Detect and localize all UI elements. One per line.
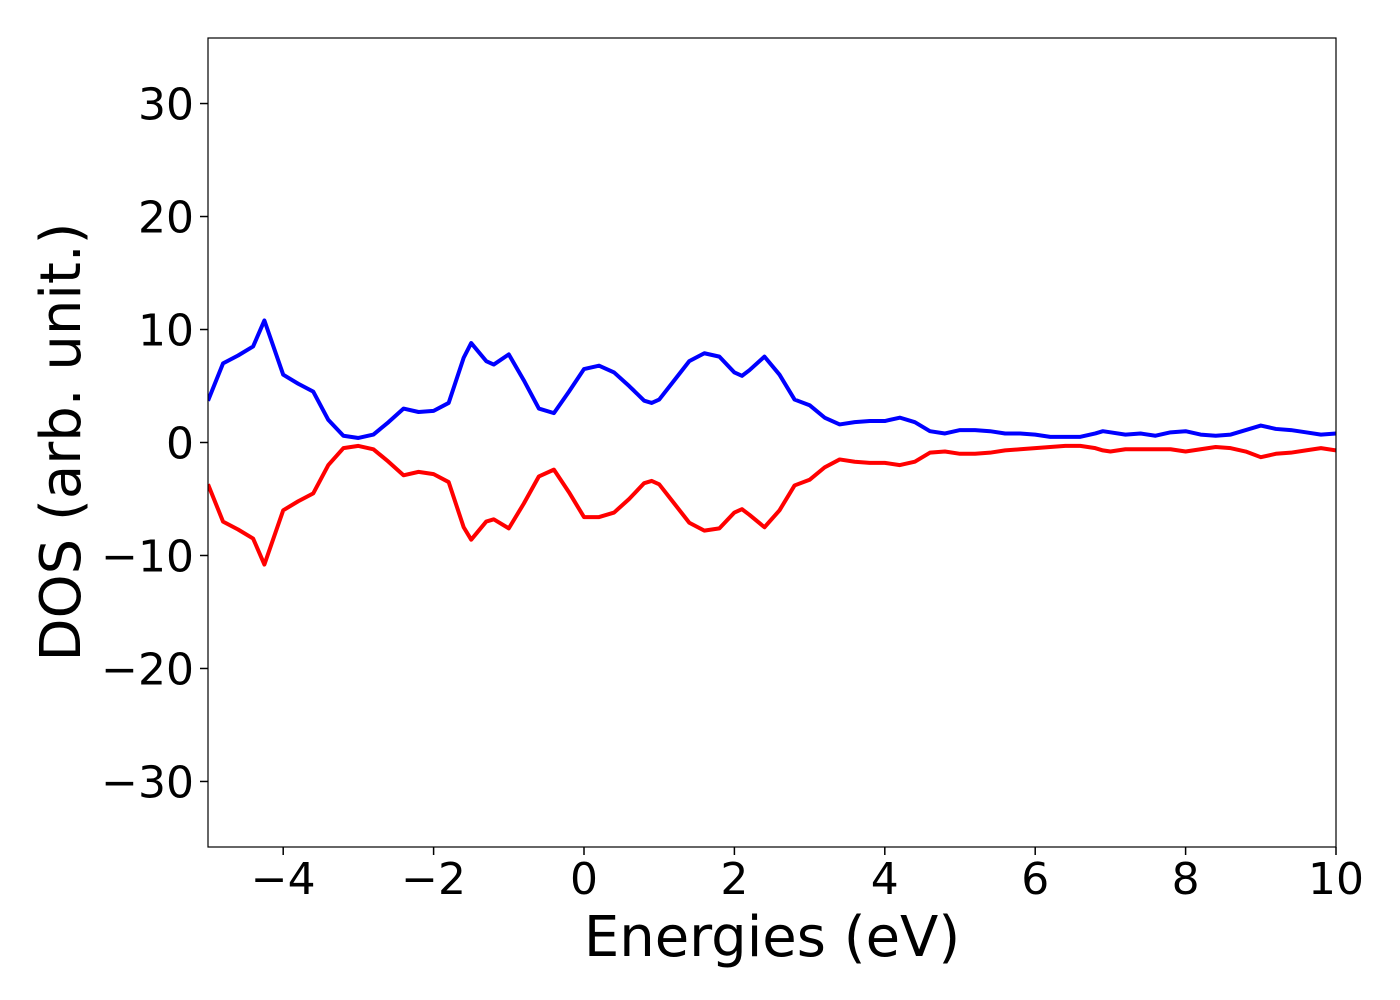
y-tick-label: −30 xyxy=(101,757,194,808)
y-tick-label: −20 xyxy=(101,644,194,695)
x-tick-label: 4 xyxy=(871,854,899,905)
data-line xyxy=(208,443,1336,567)
x-tick-label: 0 xyxy=(570,854,598,905)
y-tick-label: 30 xyxy=(138,80,194,131)
y-tick-label: 0 xyxy=(166,419,194,470)
plot-frame xyxy=(207,37,1337,848)
y-tick-label: 10 xyxy=(138,306,194,357)
y-axis-label: DOS (arb. unit.) xyxy=(29,222,94,661)
x-tick-label: 8 xyxy=(1172,854,1200,905)
y-tick-label: 20 xyxy=(138,193,194,244)
data-line xyxy=(208,318,1336,440)
x-tick-label: 6 xyxy=(1021,854,1049,905)
x-tick-label: 10 xyxy=(1308,854,1364,905)
x-tick-label: −4 xyxy=(251,854,316,905)
y-tick-label: −10 xyxy=(101,531,194,582)
x-tick-label: −2 xyxy=(401,854,466,905)
x-axis-label: Energies (eV) xyxy=(584,905,960,970)
x-tick-label: 2 xyxy=(720,854,748,905)
